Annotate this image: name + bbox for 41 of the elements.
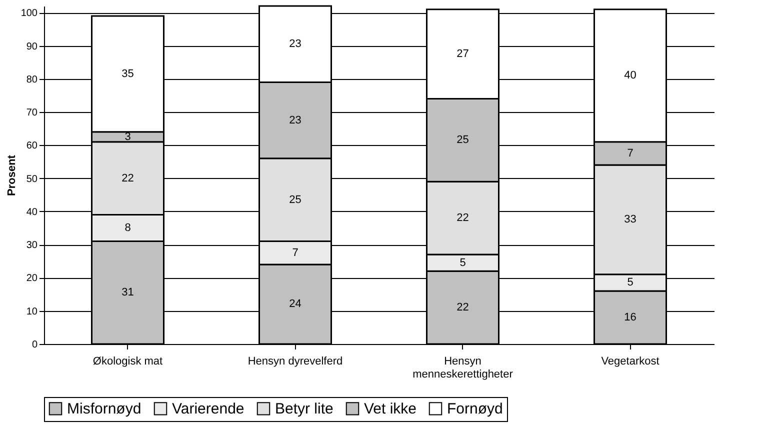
y-tick-label: 90 xyxy=(26,41,38,52)
y-tick-label: 50 xyxy=(26,174,38,185)
data-label: 24 xyxy=(289,298,302,310)
data-label: 25 xyxy=(289,194,302,206)
y-tick-label: 10 xyxy=(26,306,38,318)
y-axis-title: Prosent xyxy=(6,154,18,196)
y-tick-label: 0 xyxy=(32,340,38,350)
legend-label: Varierende xyxy=(172,400,244,418)
data-label: 35 xyxy=(122,68,134,80)
y-tick-label: 80 xyxy=(26,74,38,86)
legend-label: Fornøyd xyxy=(447,400,503,418)
legend-label: Vet ikke xyxy=(364,400,417,418)
x-tick-label: Hensyn dyrevelferd xyxy=(248,356,343,368)
data-label: 40 xyxy=(624,70,636,82)
y-tick-label: 70 xyxy=(26,108,38,119)
data-label: 5 xyxy=(627,276,634,289)
data-label: 33 xyxy=(624,214,636,226)
data-label: 23 xyxy=(289,114,302,126)
data-label: 3 xyxy=(124,130,131,143)
data-label: 16 xyxy=(624,311,636,324)
data-label: 8 xyxy=(124,222,131,234)
data-label: 5 xyxy=(460,256,466,269)
data-label: 23 xyxy=(289,38,302,50)
x-tick-label: Hensyn menneskerettigheter xyxy=(412,356,514,380)
y-tick-label: 100 xyxy=(20,8,38,20)
y-tick-label: 20 xyxy=(26,273,38,284)
legend-label: Betyr lite xyxy=(275,400,334,418)
data-label: 25 xyxy=(456,134,469,146)
y-tick-label: 60 xyxy=(26,140,38,152)
y-tick-label: 40 xyxy=(26,206,38,218)
legend-label: Misfornøyd xyxy=(67,400,142,418)
data-label: 7 xyxy=(627,147,634,160)
data-label: 22 xyxy=(456,302,469,314)
data-label: 7 xyxy=(292,246,298,259)
y-tick-label: 30 xyxy=(26,240,38,252)
x-tick-label: Økologisk mat xyxy=(92,356,163,368)
data-label: 31 xyxy=(122,286,134,299)
data-label: 22 xyxy=(456,212,469,224)
data-label: 27 xyxy=(456,48,469,60)
x-tick-label: Vegetarkost xyxy=(601,356,660,368)
data-label: 22 xyxy=(122,172,134,184)
